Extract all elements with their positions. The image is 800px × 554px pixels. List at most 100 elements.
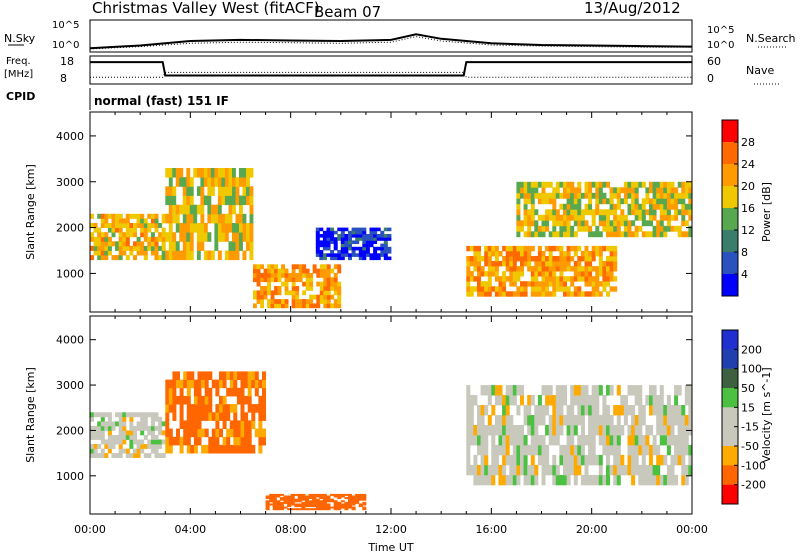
power-cell-5-42-9 <box>666 181 671 188</box>
power-cell-1-22-2 <box>242 232 247 242</box>
velocity-cell-2-7-9 <box>290 493 295 496</box>
velocity-cell-0-16-0 <box>147 453 152 458</box>
power-cell-1-6-2 <box>186 232 191 242</box>
freq-panel-frame <box>89 55 693 85</box>
velocity-cell-3-35-9 <box>591 385 596 396</box>
velocity-cell-3-4-5 <box>480 425 485 436</box>
velocity-cell-3-37-2 <box>598 454 603 466</box>
power-cell-1-19-5 <box>232 204 236 215</box>
velocity-cell-0-1-1 <box>93 448 98 454</box>
velocity-cell-1-16-4 <box>222 412 227 421</box>
power-cell-4-35-8 <box>591 251 596 257</box>
power-cell-3-7-0 <box>340 256 345 261</box>
power-cell-5-21-9 <box>591 181 596 188</box>
velocity-cell-1-10-5 <box>201 404 206 413</box>
velocity-cell-2-19-2 <box>333 505 338 508</box>
power-cell-5-7-1 <box>541 225 546 232</box>
velocity-cell-3-46-1 <box>631 464 636 476</box>
power-cell-1-6-6 <box>186 195 191 206</box>
power-cell-0-14-1 <box>140 250 145 256</box>
velocity-cell-1-1-0 <box>168 444 173 454</box>
power-cell-4-13-3 <box>512 276 517 282</box>
velocity-cell-3-44-7 <box>623 405 628 416</box>
power-cell-0-14-3 <box>140 241 145 247</box>
velocity-cell-2-25-8 <box>355 495 360 498</box>
power-cell-4-18-3 <box>530 276 535 282</box>
power-cell-1-0-4 <box>165 213 170 224</box>
power-cell-2-0-2 <box>253 294 257 300</box>
velocity-cell-2-25-4 <box>355 501 360 504</box>
power-cell-1-16-6 <box>221 195 226 206</box>
power-cell-4-16-0 <box>523 291 528 297</box>
velocity-cell-2-8-9 <box>294 493 299 496</box>
velocity-cell-1-22-3 <box>244 420 249 429</box>
power-cell-3-6-0 <box>337 256 342 261</box>
velocity-cell-1-12-4 <box>208 412 213 421</box>
velocity-cell-1-4-0 <box>179 444 184 454</box>
velocity-cell-3-7-0 <box>491 474 496 486</box>
power-cell-4-29-5 <box>570 266 575 272</box>
power-cell-2-15-4 <box>305 286 310 291</box>
velocity-cell-1-14-8 <box>215 379 220 389</box>
power-cell-4-1-7 <box>469 256 474 262</box>
power-cell-4-9-8 <box>498 251 503 257</box>
power-cell-2-24-3 <box>337 290 342 296</box>
power-cell-1-16-2 <box>221 232 226 242</box>
power-cell-2-8-8 <box>281 268 285 274</box>
velocity-cell-1-14-5 <box>215 404 220 413</box>
power-cell-5-11-3 <box>555 214 560 221</box>
power-cell-3-2-0 <box>322 256 327 261</box>
power-cell-4-10-2 <box>502 281 507 287</box>
velocity-cell-3-47-9 <box>634 385 639 396</box>
power-cell-0-15-2 <box>143 245 148 251</box>
power-cell-1-18-7 <box>228 186 233 196</box>
velocity-cell-1-6-0 <box>186 444 191 454</box>
station-title: Christmas Valley West (fitACF) <box>92 0 320 17</box>
power-cell-3-18-4 <box>380 243 385 248</box>
power-cell-5-22-1 <box>595 225 600 232</box>
power-cell-4-30-3 <box>573 276 578 282</box>
power-cell-1-7-8 <box>189 177 194 187</box>
power-cell-1-23-7 <box>246 186 250 196</box>
velocity-cell-2-0-5 <box>265 500 270 503</box>
power-cell-0-8-2 <box>118 245 123 251</box>
power-cell-2-21-3 <box>326 290 331 296</box>
power-cell-3-10-1 <box>351 253 356 257</box>
velocity-cell-3-61-6 <box>684 415 689 426</box>
power-cell-5-3-2 <box>527 220 532 227</box>
cpid-text: normal (fast) 151 IF <box>94 94 229 108</box>
velocity-cell-2-2-0 <box>272 508 277 511</box>
power-cell-2-0-3 <box>253 290 257 296</box>
velocity-cell-1-17-9 <box>226 371 231 380</box>
power-cell-0-6-7 <box>111 223 116 228</box>
power-colorbar-label: Power [dB] <box>760 182 773 242</box>
velocity-cell-3-20-7 <box>537 405 542 416</box>
power-cell-3-17-1 <box>376 253 381 257</box>
velocity-cell-3-15-2 <box>520 454 524 466</box>
velocity-cell-2-11-3 <box>305 503 309 506</box>
power-cell-3-8-4 <box>344 243 349 248</box>
velocity-cell-3-38-4 <box>602 435 607 446</box>
x-tick-labels: 00:00 04:00 08:00 12:00 16:00 20:00 00:00 <box>74 523 708 536</box>
power-cell-3-9-5 <box>348 240 352 244</box>
velocity-cell-3-25-1 <box>555 464 560 476</box>
power-cell-5-20-8 <box>588 187 593 194</box>
power-cell-0-9-1 <box>122 250 127 256</box>
power-cell-3-13-5 <box>362 240 367 244</box>
power-cell-0-13-1 <box>136 250 141 256</box>
velocity-cell-1-19-3 <box>233 420 238 429</box>
velocity-cell-3-9-5 <box>498 425 503 436</box>
power-cell-4-30-1 <box>573 286 578 292</box>
velocity-cell-3-7-9 <box>491 385 496 396</box>
velocity-cell-2-25-7 <box>355 497 360 500</box>
power-cell-5-16-0 <box>573 231 578 238</box>
velocity-cell-3-40-5 <box>609 425 614 436</box>
power-cell-4-1-1 <box>469 286 474 292</box>
power-cell-5-27-3 <box>613 214 618 221</box>
power-cell-3-2-7 <box>322 234 327 238</box>
velocity-cell-2-20-1 <box>337 506 342 509</box>
velocity-cell-0-15-0 <box>143 453 148 458</box>
velocity-cell-3-47-6 <box>634 415 639 426</box>
velocity-cell-2-10-0 <box>301 508 306 511</box>
power-cell-1-22-0 <box>242 250 247 261</box>
